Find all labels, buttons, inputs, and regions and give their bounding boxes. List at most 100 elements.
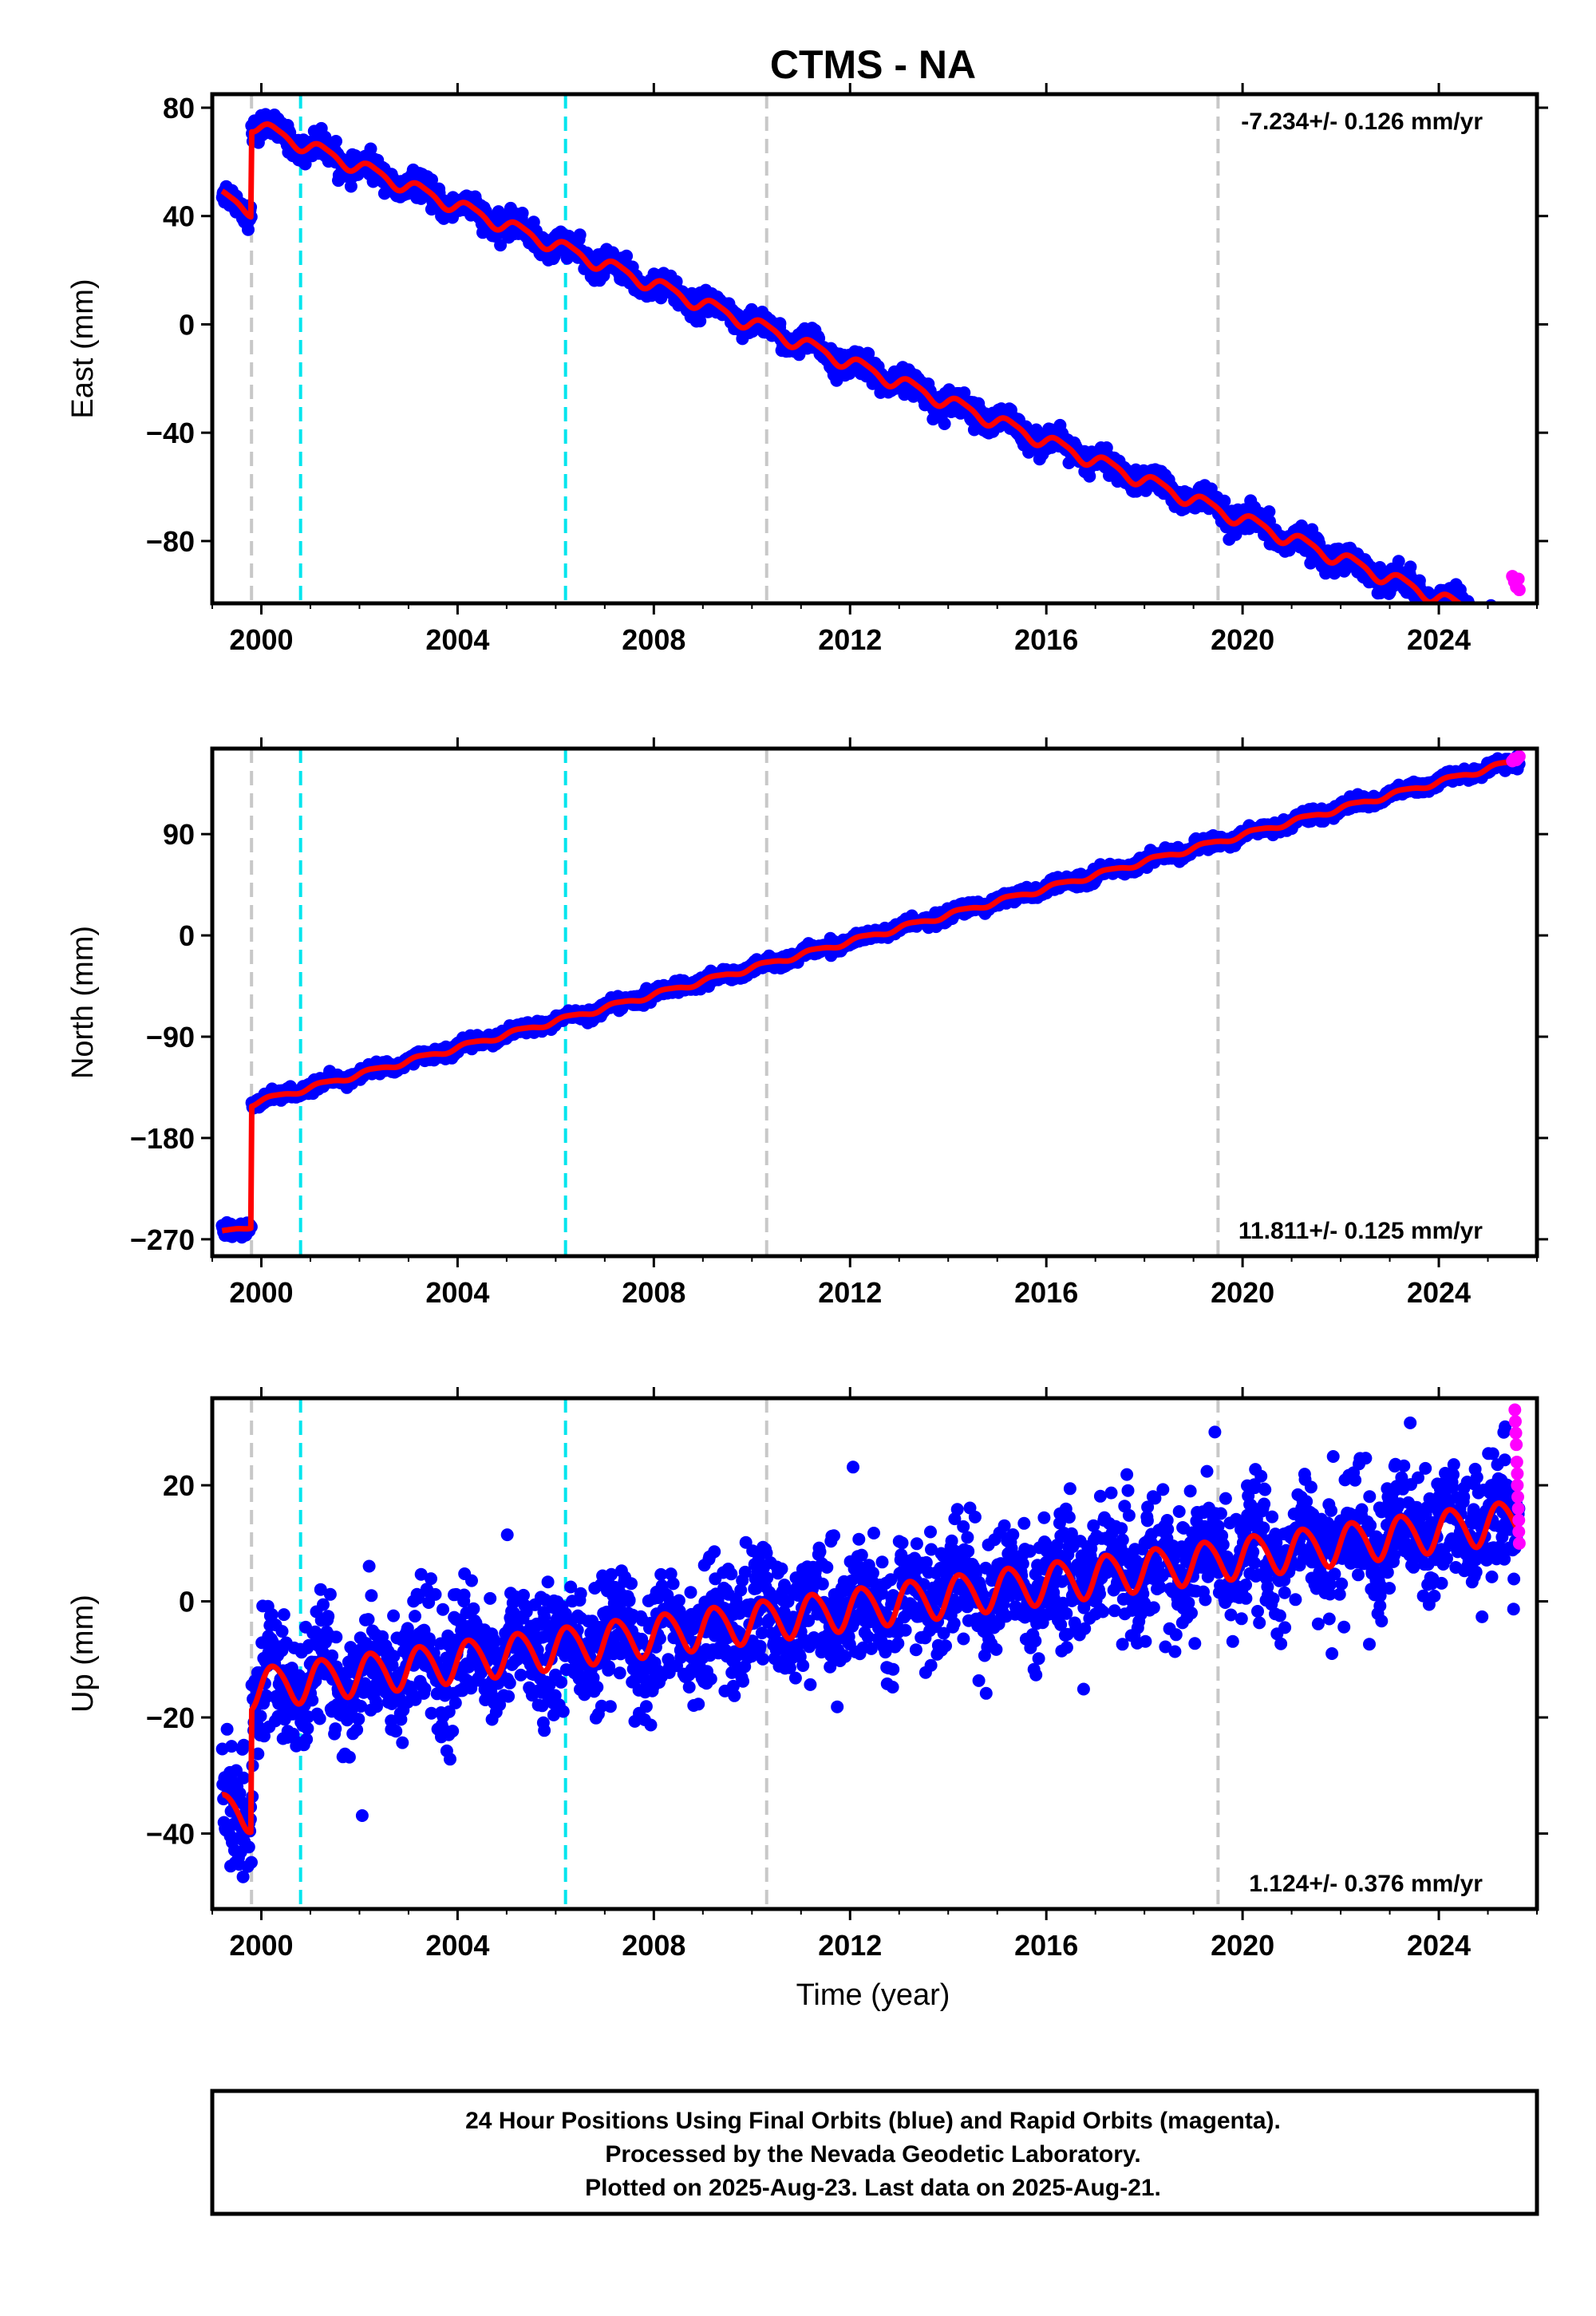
final-orbit-point <box>1456 604 1469 617</box>
final-orbit-point <box>1503 619 1516 632</box>
final-orbit-point <box>1478 620 1491 633</box>
final-orbit-point <box>1479 613 1492 626</box>
final-orbit-point <box>1495 609 1508 622</box>
final-orbit-point <box>1483 605 1496 618</box>
final-orbit-point <box>1492 608 1505 621</box>
final-orbit-point <box>1463 607 1476 619</box>
final-orbit-point <box>573 228 587 242</box>
x-tick-label: 2004 <box>425 623 489 656</box>
final-orbit-point <box>1487 614 1499 626</box>
x-tick-label: 2008 <box>622 623 685 656</box>
final-orbit-point <box>1491 607 1504 619</box>
velocity-label: -7.234+/- 0.126 mm/yr <box>1241 109 1483 135</box>
final-orbit-point <box>1509 630 1522 643</box>
final-orbit-point <box>1482 614 1495 626</box>
final-orbit-point <box>1470 614 1483 626</box>
x-tick-label: 2016 <box>1014 623 1078 656</box>
final-orbit-point <box>1495 620 1508 633</box>
final-orbit-point <box>1480 610 1493 622</box>
final-orbit-point <box>1512 635 1525 648</box>
final-orbit-point <box>1506 615 1519 627</box>
y-tick-label: −40 <box>146 417 195 449</box>
rapid-orbit-point <box>1511 572 1525 586</box>
final-orbit-point <box>1487 608 1499 621</box>
final-orbit-point <box>693 314 707 328</box>
final-orbit-point <box>1474 614 1487 626</box>
panel-frame <box>210 92 1539 606</box>
final-orbit-point <box>1229 528 1242 541</box>
final-orbit-point <box>1488 610 1501 622</box>
final-orbit-point <box>1490 605 1503 618</box>
final-orbit-point <box>1479 614 1492 626</box>
final-orbit-point <box>1499 618 1512 630</box>
final-orbit-point <box>1483 604 1495 617</box>
final-orbit-point <box>1475 616 1487 629</box>
y-tick-label: 90 <box>163 818 195 851</box>
rapid-orbit-point <box>1512 583 1526 597</box>
x-tick-label: 2024 <box>1407 623 1471 656</box>
final-orbit-point <box>1472 609 1484 622</box>
final-orbit-point <box>1508 627 1521 640</box>
final-orbit-point <box>1491 618 1504 630</box>
x-tick-label: 2000 <box>229 1276 293 1309</box>
x-tick-label: 2020 <box>1211 1276 1274 1309</box>
final-orbit-point <box>1484 607 1497 620</box>
y-tick-label: −180 <box>130 1122 195 1155</box>
y-axis-label: East (mm) <box>66 279 100 418</box>
final-orbit-point <box>1476 616 1488 629</box>
final-orbit-point <box>1493 613 1506 626</box>
final-orbit-point <box>1501 622 1514 634</box>
final-orbit-point <box>1507 630 1519 642</box>
final-orbit-point <box>1481 610 1494 622</box>
final-orbit-point <box>1490 607 1503 619</box>
plot-area <box>215 94 1526 648</box>
final-orbit-point <box>1499 611 1512 624</box>
final-orbits-series <box>215 749 1526 1244</box>
y-tick-label: 80 <box>163 92 195 124</box>
final-orbit-point <box>1495 608 1507 621</box>
x-tick-label: 2024 <box>1407 1276 1471 1309</box>
final-orbit-point <box>1510 633 1523 646</box>
final-orbit-point <box>1497 614 1510 626</box>
east-panel: 2000 2004 2008 2012 2016 2020 2024−80−4004080-… <box>66 83 1548 656</box>
final-orbit-point <box>242 223 255 236</box>
final-orbit-point <box>1501 615 1514 628</box>
x-tick-label: 2008 <box>622 1276 685 1309</box>
final-orbit-point <box>1502 621 1515 634</box>
final-orbit-point <box>1489 611 1502 624</box>
x-tick-label: 2020 <box>1211 623 1274 656</box>
x-tick-label: 2016 <box>1014 1276 1078 1309</box>
final-orbit-point <box>1491 616 1503 629</box>
final-orbits-series <box>215 108 1525 648</box>
final-orbit-point <box>1496 610 1509 622</box>
final-orbit-point <box>1502 612 1515 625</box>
final-orbit-point <box>1507 609 1520 622</box>
final-orbit-point <box>364 142 377 156</box>
y-tick-label: −80 <box>146 525 195 558</box>
final-orbit-point <box>1504 621 1517 634</box>
final-orbit-point <box>1507 612 1520 625</box>
final-orbit-point <box>1465 611 1478 624</box>
final-orbit-point <box>1424 607 1436 619</box>
final-orbit-point <box>1467 611 1479 624</box>
x-tick-label: 2000 <box>229 623 293 656</box>
model-curve <box>220 121 1464 603</box>
x-tick-label: 2004 <box>425 1276 489 1309</box>
final-orbit-point <box>1262 505 1276 519</box>
final-orbit-point <box>1478 613 1491 626</box>
rapid-orbits-series <box>1506 570 1526 597</box>
final-orbit-point <box>1492 613 1505 626</box>
final-orbit-point <box>494 239 508 252</box>
final-orbit-point <box>1512 627 1525 640</box>
final-orbit-point <box>1503 618 1515 630</box>
y-tick-label: 0 <box>179 308 195 341</box>
final-orbit-point <box>1469 614 1482 626</box>
x-tick-label: 2012 <box>818 623 882 656</box>
final-orbit-point <box>1488 615 1501 628</box>
final-orbit-point <box>1505 618 1518 630</box>
final-orbit-point <box>1489 605 1502 618</box>
plot-area <box>215 749 1526 1256</box>
final-orbit-point <box>1498 608 1511 621</box>
final-orbit-point <box>1497 603 1510 616</box>
final-orbit-point <box>1464 606 1477 619</box>
